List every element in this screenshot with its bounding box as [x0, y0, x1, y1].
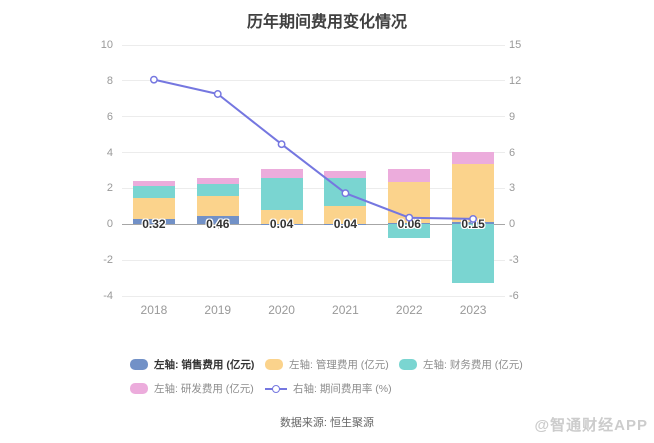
expense-rate-line[interactable] [122, 45, 505, 296]
bar-value-label: 0.06 [397, 217, 421, 232]
x-axis-category-label: 2019 [204, 303, 232, 317]
right-axis-tick-label: 12 [509, 74, 522, 87]
left-axis-tick-label: 10 [100, 39, 113, 51]
gridline [122, 187, 505, 189]
bar-segment-rnd[interactable] [260, 168, 303, 178]
bar-segment-finance[interactable] [132, 186, 175, 198]
watermark: @智通财经APP [534, 417, 648, 434]
gridline [122, 116, 505, 118]
bar-segment-rnd[interactable] [388, 168, 431, 182]
x-axis-category-label: 2023 [459, 303, 487, 317]
bar-segment-sales[interactable] [324, 223, 367, 225]
legend-item-label: 右轴: 期间费用率 (%) [293, 383, 392, 395]
line-point-marker[interactable] [213, 90, 222, 98]
x-axis: 2018 2019 2020 2021 2022 2023 [122, 303, 505, 319]
line-point-marker[interactable] [149, 75, 158, 84]
x-axis-category-label: 2020 [268, 303, 295, 317]
line-point-marker[interactable] [341, 189, 350, 198]
legend-line-marker-icon [265, 383, 287, 394]
bar-segment-sales[interactable] [388, 223, 431, 225]
bar-segment-admin[interactable] [452, 163, 495, 222]
left-axis-tick-label: -2 [103, 254, 113, 267]
x-axis-category-label: 2021 [332, 303, 359, 317]
bar-segment-rnd[interactable] [196, 177, 239, 184]
left-axis-tick-label: 6 [106, 110, 113, 123]
legend-item-finance[interactable]: 左轴: 财务费用 (亿元) [399, 357, 523, 372]
bar-segment-admin[interactable] [260, 210, 303, 224]
x-axis-tick [409, 224, 411, 229]
right-axis-tick-label: 9 [509, 110, 516, 123]
left-axis-tick-label: 0 [106, 218, 113, 231]
bar-value-label: 0.04 [333, 217, 358, 232]
bar-segment-sales[interactable] [260, 223, 303, 225]
legend-item-sales[interactable]: 左轴: 销售费用 (亿元) [130, 357, 265, 372]
line-point-marker[interactable] [277, 140, 286, 149]
legend-item-label: 左轴: 销售费用 (亿元) [154, 359, 255, 371]
left-axis-tick-label: -4 [103, 290, 113, 302]
legend-swatch-admin-icon [265, 359, 283, 370]
legend-item-rnd[interactable]: 左轴: 研发费用 (亿元) [130, 381, 265, 396]
x-axis-category-label: 2018 [140, 303, 168, 317]
legend-swatch-rnd-icon [130, 383, 148, 394]
right-axis-tick-label: -3 [509, 254, 519, 267]
left-axis-tick-label: 2 [106, 182, 113, 195]
right-axis-tick-label: 15 [509, 39, 522, 51]
right-axis-tick-label: -6 [509, 290, 519, 302]
left-axis-tick-label: 4 [106, 146, 113, 159]
legend-item-label: 左轴: 研发费用 (亿元) [154, 383, 254, 395]
right-axis-tick-label: 0 [509, 218, 516, 231]
right-axis: 15 12 9 6 3 0 -3 -6 [509, 39, 549, 302]
zero-gridline [122, 223, 505, 225]
line-point-marker[interactable] [405, 213, 414, 222]
bar-segment-rnd[interactable] [324, 171, 367, 179]
gridline [122, 44, 505, 46]
x-axis-category-label: 2022 [395, 303, 423, 317]
bar-segment-rnd[interactable] [452, 151, 495, 164]
bar-segment-admin[interactable] [132, 197, 175, 219]
left-axis: 10 8 6 4 2 0 -2 -4 [0, 39, 113, 302]
legend-swatch-sales-icon [130, 359, 148, 370]
legend: 左轴: 销售费用 (亿元) 左轴: 管理费用 (亿元) 左轴: 财务费用 (亿元) 左… [130, 357, 523, 396]
bar-segment-sales[interactable] [452, 221, 495, 225]
line-point-marker[interactable] [469, 214, 478, 223]
bar-segment-admin[interactable] [196, 196, 239, 217]
bar-segment-finance[interactable] [260, 177, 303, 211]
gridline [122, 152, 505, 154]
legend-item-label: 左轴: 管理费用 (亿元) [289, 359, 389, 371]
gridline [122, 259, 505, 261]
gridline [122, 295, 505, 297]
bar-value-label: 0.04 [269, 217, 294, 232]
bar-segment-rnd[interactable] [132, 181, 175, 187]
bar-segment-sales[interactable] [196, 216, 239, 225]
legend-line-dot [272, 384, 280, 393]
legend-item-admin[interactable]: 左轴: 管理费用 (亿元) [265, 357, 399, 372]
chart-title: 历年期间费用变化情况 [246, 14, 407, 31]
x-axis-tick [281, 224, 283, 229]
plot-area: 0.32 0.46 0.04 0.04 0.06 0.15 [122, 44, 505, 297]
bar-value-label: 0.46 [206, 217, 230, 232]
bar-segment-finance[interactable] [452, 224, 495, 283]
x-axis-tick [217, 224, 219, 229]
legend-swatch-finance-icon [399, 359, 417, 370]
right-axis-tick-label: 6 [509, 146, 516, 159]
legend-item-rate[interactable]: 右轴: 期间费用率 (%) [265, 381, 399, 396]
x-axis-tick [153, 224, 155, 229]
right-axis-tick-label: 3 [509, 182, 516, 195]
bar-segment-finance[interactable] [388, 224, 431, 238]
bar-segment-admin[interactable] [324, 205, 367, 224]
source-text: 数据来源: 恒生聚源 [279, 417, 375, 429]
line-path [153, 78, 474, 220]
bar-value-label: 0.15 [461, 217, 485, 232]
x-axis-tick [473, 224, 475, 229]
left-axis-tick-label: 8 [106, 74, 113, 87]
gridline [122, 80, 505, 82]
legend-item-label: 左轴: 财务费用 (亿元) [423, 359, 523, 371]
x-axis-tick [345, 224, 347, 229]
bar-segment-sales[interactable] [132, 218, 175, 225]
bar-value-label: 0.32 [142, 217, 166, 232]
bar-segment-finance[interactable] [196, 183, 239, 197]
